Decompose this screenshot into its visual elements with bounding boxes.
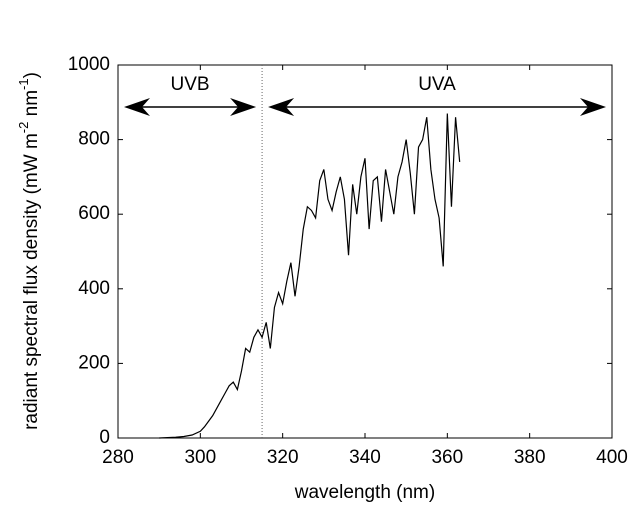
x-tick-label: 320 bbox=[267, 447, 299, 468]
y-tick-label: 400 bbox=[78, 278, 110, 299]
y-label-part: ) bbox=[21, 72, 42, 78]
y-label-superscript: -1 bbox=[16, 78, 31, 90]
x-tick-label: 380 bbox=[514, 447, 546, 468]
x-tick-label: 360 bbox=[431, 447, 463, 468]
y-tick-label: 600 bbox=[78, 203, 110, 224]
y-tick-label: 0 bbox=[99, 427, 110, 448]
y-label-superscript: -2 bbox=[16, 122, 31, 134]
x-axis-label: wavelength (nm) bbox=[294, 482, 435, 503]
y-axis-label: radiant spectral flux density (mW m-2 nm… bbox=[16, 72, 42, 430]
plot-frame bbox=[117, 64, 613, 439]
arrow-head bbox=[268, 98, 295, 116]
x-tick-label: 400 bbox=[596, 447, 628, 468]
y-label-part: nm bbox=[21, 90, 42, 122]
y-tick-label: 1000 bbox=[68, 54, 110, 75]
arrow-head bbox=[230, 98, 257, 116]
region-label: UVB bbox=[171, 74, 210, 95]
y-tick-label: 200 bbox=[78, 352, 110, 373]
spectrum-line bbox=[159, 113, 461, 439]
y-label-part: radiant spectral flux density (mW m bbox=[21, 133, 42, 430]
arrow-head bbox=[124, 98, 150, 116]
arrow-head bbox=[580, 98, 606, 116]
region-label: UVA bbox=[418, 74, 456, 95]
x-tick-label: 300 bbox=[184, 447, 216, 468]
y-tick-label: 800 bbox=[78, 129, 110, 150]
x-tick-label: 280 bbox=[102, 447, 134, 468]
x-tick-label: 340 bbox=[349, 447, 381, 468]
